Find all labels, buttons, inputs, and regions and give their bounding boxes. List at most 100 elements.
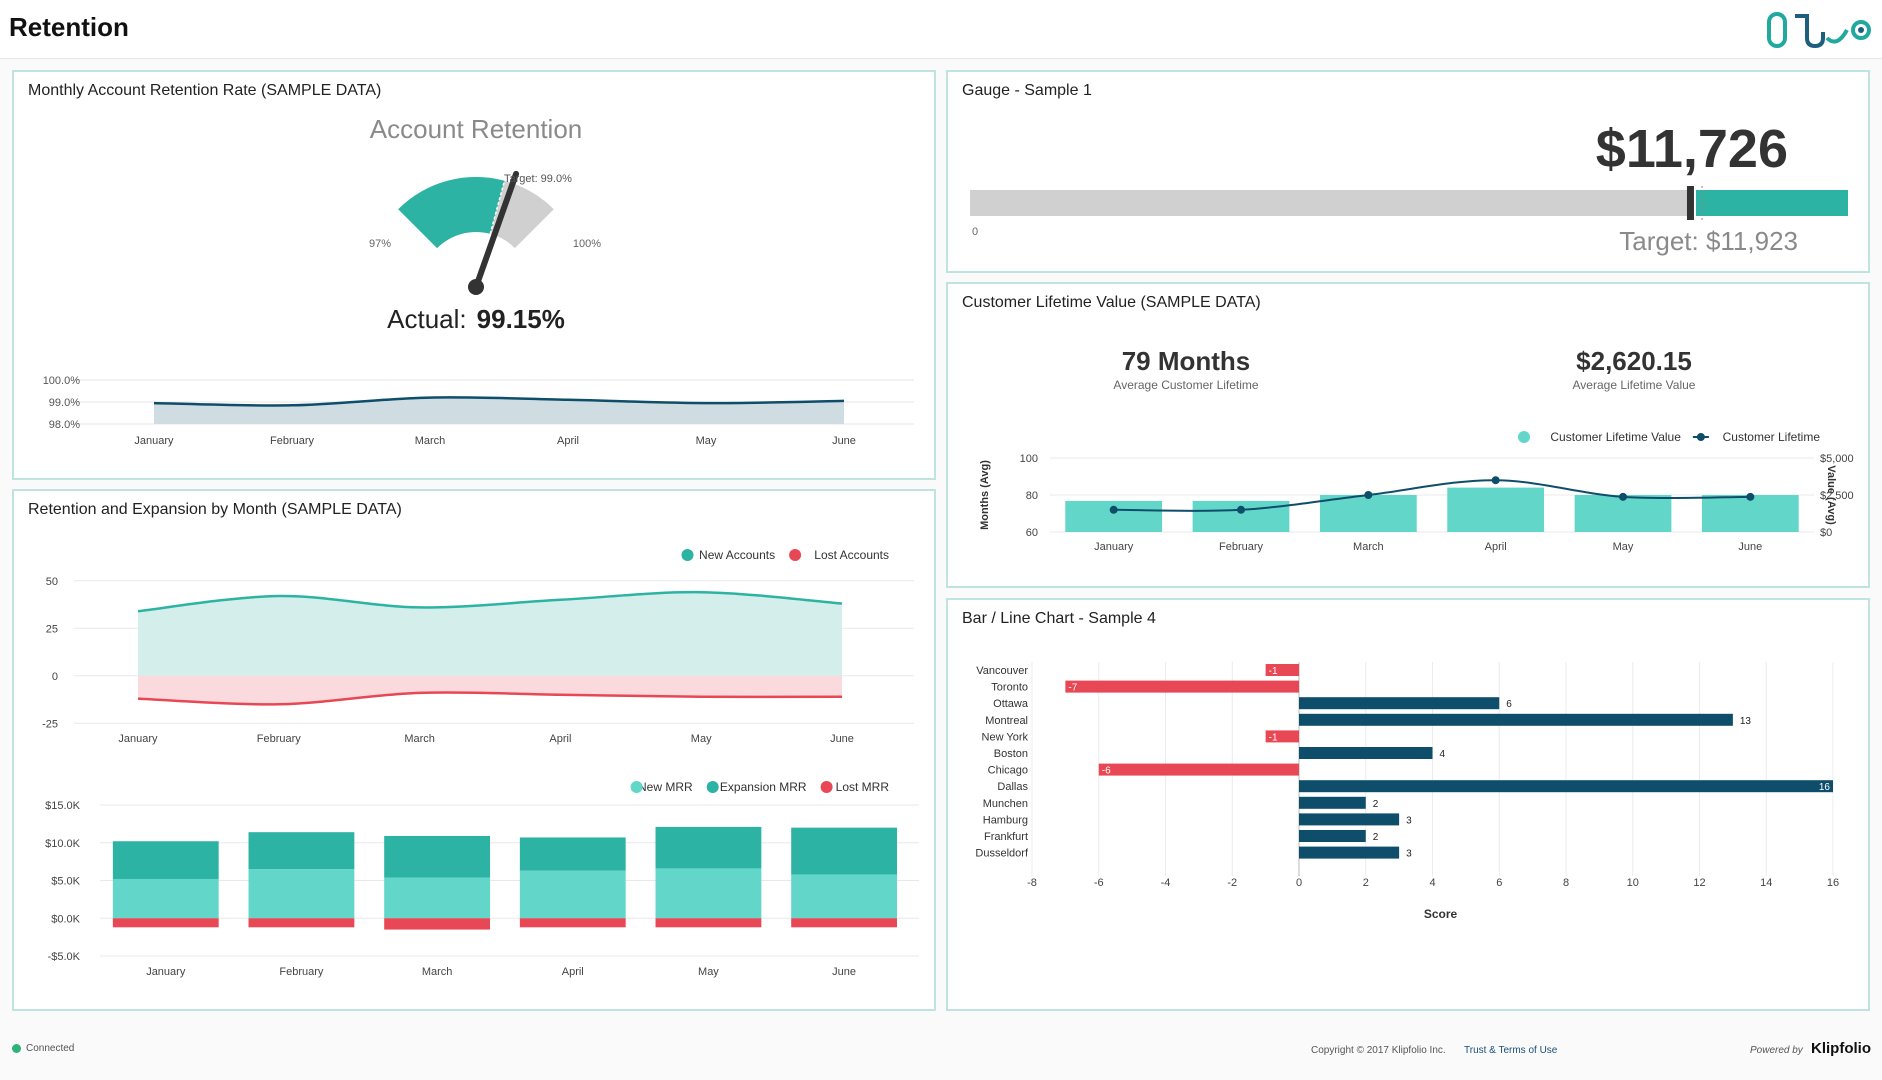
y-tick-label: Munchen — [983, 798, 1028, 810]
data-label: -7 — [1068, 683, 1077, 694]
gauge-target: Target: $11,923 — [1619, 226, 1798, 256]
data-label: 13 — [1740, 716, 1752, 727]
bar-new-mrr — [791, 874, 898, 919]
bar-score — [1299, 830, 1366, 842]
area-fill — [138, 592, 842, 676]
x-tick-label: March — [404, 733, 435, 745]
y-tick-label: $0.0K — [51, 913, 80, 925]
x-tick-label: April — [549, 733, 571, 745]
series-line — [137, 691, 843, 706]
x-tick-label: January — [146, 966, 186, 978]
panel-monthly-retention: Monthly Account Retention Rate (SAMPLE D… — [12, 70, 936, 480]
data-label: 2 — [1373, 832, 1379, 843]
x-tick-label: -8 — [1027, 877, 1037, 889]
x-tick-label: April — [562, 966, 584, 978]
y-left-tick-label: 100 — [1020, 453, 1038, 465]
bar-new-mrr — [384, 877, 491, 919]
x-tick-label: June — [832, 435, 856, 447]
retention-trend-chart: 100.0% 99.0% 98.0% January February March Apri… — [43, 375, 914, 447]
y-left-tick-label: 80 — [1026, 490, 1038, 502]
y-tick-label: -25 — [42, 718, 58, 730]
retention-chart: Account Retention Target: 99.0% 97% 100%… — [43, 114, 914, 447]
connection-status: Connected — [12, 1043, 74, 1054]
y-tick-label: Boston — [994, 748, 1028, 760]
legend-marker-icon — [681, 549, 694, 561]
x-tick-label: -4 — [1161, 877, 1171, 889]
data-label: 3 — [1406, 815, 1412, 826]
area-fill — [138, 675, 842, 705]
gauge-needle-hub — [468, 279, 484, 295]
kpi-lifetime-value: 79 Months — [1122, 346, 1251, 376]
x-tick-label: March — [1353, 541, 1384, 553]
clv-chart: 79 Months Average Customer Lifetime $2,6… — [979, 346, 1854, 553]
bar-lost-mrr — [384, 918, 491, 930]
y-tick-label: -$5.0K — [48, 951, 81, 963]
bar-score — [1299, 697, 1500, 710]
kpi-value-label: Average Lifetime Value — [1573, 378, 1696, 392]
y-tick-label: 98.0% — [49, 419, 80, 431]
legend-label: New Accounts — [699, 548, 775, 562]
mrr-stacked-bar-chart: Lost MRR Expansion MRR New MRR $15.0K $10.0K… — [45, 780, 919, 978]
y-tick-label: $5.0K — [51, 876, 80, 888]
gauge-max-label: 100% — [573, 238, 601, 250]
actual-label: Actual: — [387, 304, 467, 334]
bar-new-mrr — [248, 869, 355, 919]
bar-clv — [1319, 495, 1417, 532]
bullet-gauge: $11,726 0 Target: $11,923 — [970, 119, 1848, 256]
line-customer-lifetime — [1113, 479, 1751, 512]
y-tick-label: Vancouver — [976, 665, 1028, 677]
terms-link[interactable]: Trust & Terms of Use — [1464, 1045, 1558, 1056]
x-tick-label: June — [830, 733, 854, 745]
bar-expansion-mrr — [248, 832, 355, 870]
actual-value: 99.15% — [477, 304, 565, 334]
legend-label: New MRR — [638, 780, 693, 794]
y-right-tick-label: $2,500 — [1820, 490, 1854, 502]
panel-retention-expansion: Retention and Expansion by Month (SAMPLE… — [12, 489, 936, 1011]
gauge-needle — [473, 170, 520, 290]
x-tick-label: 2 — [1363, 877, 1369, 889]
actual-readout: Actual: 99.15% — [387, 304, 565, 334]
x-tick-label: 16 — [1827, 877, 1839, 889]
x-tick-label: January — [118, 733, 158, 745]
data-label: 4 — [1440, 749, 1446, 760]
data-label: 6 — [1506, 699, 1512, 710]
legend-label: Expansion MRR — [720, 780, 807, 794]
top-bar: Retention — [0, 0, 1882, 59]
x-tick-label: March — [422, 966, 453, 978]
data-label: 2 — [1373, 799, 1379, 810]
retention-gauge — [398, 170, 554, 295]
status-dot-icon — [12, 1044, 21, 1053]
bar-score — [1265, 730, 1299, 743]
legend-marker-icon — [1696, 433, 1705, 441]
target-label: Target: 99.0% — [504, 173, 572, 185]
bar-score — [1065, 680, 1299, 693]
legend-label: Customer Lifetime — [1723, 430, 1821, 444]
bar-clv — [1701, 495, 1799, 532]
y-right-axis-title: Value (Avg) — [1825, 465, 1837, 525]
bar-score — [1299, 846, 1400, 859]
x-tick-label: -2 — [1227, 877, 1237, 889]
x-tick-label: May — [1613, 541, 1634, 553]
x-tick-label: 6 — [1496, 877, 1502, 889]
brand-logo-icon — [1767, 12, 1871, 49]
panel-bar-line-sample-4: Bar / Line Chart - Sample 4 -8 -6 -4 -2 0 2 4 6… — [946, 598, 1870, 1011]
legend-marker-icon — [820, 781, 833, 793]
bullet-actual-bar — [970, 190, 1690, 216]
bar-expansion-mrr — [655, 826, 762, 869]
x-tick-label: January — [1094, 541, 1134, 553]
x-tick-label: May — [696, 435, 717, 447]
gauge-zero-label: 0 — [972, 226, 978, 238]
y-tick-label: 99.0% — [49, 397, 80, 409]
y-left-axis-title: Months (Avg) — [979, 460, 991, 530]
klipfolio-brand[interactable]: Klipfolio — [1811, 1040, 1871, 1057]
line-point — [1109, 505, 1118, 514]
x-tick-label: February — [279, 966, 324, 978]
bar-lost-mrr — [519, 918, 626, 928]
bar-expansion-mrr — [384, 835, 491, 878]
bullet-value-marker — [1686, 186, 1694, 220]
bar-score — [1265, 664, 1299, 676]
bar-score — [1299, 713, 1733, 726]
y-tick-label: 25 — [46, 623, 58, 635]
y-tick-label: Dusseldorf — [975, 848, 1029, 860]
bar-score — [1098, 763, 1299, 776]
